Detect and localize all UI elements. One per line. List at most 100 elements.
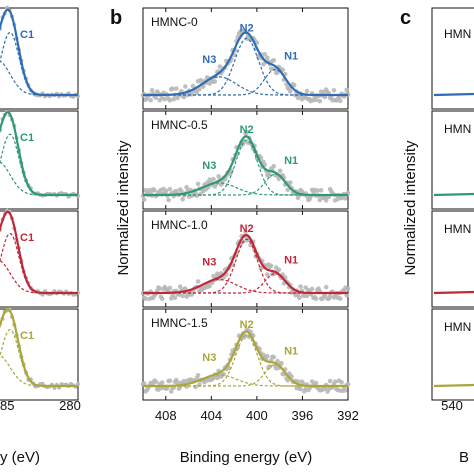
data-point (288, 89, 293, 94)
panel-c-baseline (433, 192, 474, 197)
data-point (344, 293, 350, 298)
data-point (174, 86, 179, 91)
data-point (322, 293, 328, 298)
panel-a-tick-280: 280 (59, 398, 81, 413)
data-point (168, 389, 174, 394)
data-point (288, 180, 293, 185)
component-fit (0, 232, 78, 294)
data-point (265, 272, 270, 277)
data-point (338, 296, 343, 301)
data-point (195, 279, 201, 284)
data-point (268, 66, 274, 71)
data-point (332, 379, 338, 385)
envelope-fit (0, 308, 78, 388)
envelope-fit-HMNC-0.5 (143, 135, 348, 197)
data-point (313, 380, 319, 386)
panel-c: HMN HMN HMN HMN (431, 7, 474, 401)
peak-label-N2: N2 (240, 223, 254, 235)
data-point (159, 296, 165, 302)
data-point (267, 173, 273, 178)
data-point (313, 97, 319, 103)
data-point (271, 58, 277, 63)
data-point (198, 77, 203, 83)
peak-label-C1: C1 (20, 132, 34, 144)
data-point (152, 188, 157, 193)
panel-a-frame (0, 210, 79, 308)
data-point (153, 95, 159, 100)
peak-label-N2: N2 (240, 319, 254, 331)
data-point (304, 88, 310, 94)
peak-label-N1: N1 (284, 346, 298, 358)
panel-c-ylabel: Normalized intensity (402, 140, 419, 276)
data-point (277, 168, 283, 174)
data-point (181, 94, 187, 100)
peak-label-N3: N3 (202, 160, 216, 172)
data-point (285, 187, 291, 192)
data-point (167, 378, 173, 384)
data-point (322, 386, 328, 391)
data-point (149, 88, 155, 93)
data-point (175, 380, 180, 385)
data-point (304, 293, 310, 299)
panel-b-xlabel: Binding energy (eV) (180, 449, 313, 466)
component-fit (0, 260, 78, 294)
data-point (166, 197, 171, 203)
data-point (262, 52, 268, 57)
panel-c-frame (431, 110, 474, 210)
panel-a-frame (0, 7, 79, 110)
data-point (276, 176, 282, 182)
data-point (211, 176, 216, 182)
peak-label-N1: N1 (284, 51, 298, 63)
component-fit (0, 133, 78, 196)
data-point (343, 196, 348, 201)
data-point (323, 198, 329, 203)
data-point (298, 386, 303, 392)
peak-label-N2: N2 (240, 22, 254, 34)
data-point (167, 186, 173, 192)
data-point (336, 95, 342, 100)
data-point (180, 196, 185, 202)
sample-label: HMNC-1.0 (151, 218, 208, 232)
data-point (327, 293, 333, 299)
data-point (309, 379, 315, 384)
data-point (221, 372, 226, 377)
data-point (148, 97, 153, 103)
data-point (338, 98, 343, 104)
data-point (309, 286, 315, 292)
data-point (177, 284, 183, 290)
peak-label-N3: N3 (202, 352, 216, 364)
component-fit (0, 31, 78, 96)
data-point (271, 354, 277, 360)
peak-label-C1: C1 (20, 232, 34, 244)
data-point (195, 181, 201, 187)
data-point (183, 84, 188, 89)
component-fit-N3 (143, 182, 348, 196)
panel-c-frame (431, 210, 474, 308)
data-point (172, 295, 178, 301)
peak-label-C1: C1 (20, 330, 34, 342)
data-point (327, 378, 333, 384)
data-point (268, 263, 274, 269)
data-point (244, 129, 250, 135)
panel-a-frame (0, 110, 79, 210)
data-point (193, 384, 198, 390)
x-tick-label: 400 (246, 408, 268, 423)
peak-label-N1: N1 (284, 155, 298, 167)
peak-label-N2: N2 (240, 124, 254, 136)
sample-label: HMNC-0 (151, 15, 198, 29)
component-fit (0, 60, 78, 96)
data-point (184, 184, 189, 190)
data-point (345, 286, 351, 291)
component-fit-N1 (143, 68, 348, 96)
panel-b: HMNC-0 N3 N2 N1 HMNC-0.5 N3 N2 N1 HMNC-1.0 N3 N2 N1… (140, 7, 359, 423)
panel-a-tick-85: 85 (0, 398, 14, 413)
panel-c-letter: c (400, 7, 411, 29)
data-point (179, 189, 184, 194)
component-fit-N2 (143, 139, 348, 196)
data-point (267, 364, 273, 369)
data-point (212, 79, 218, 84)
component-fit (0, 354, 78, 387)
peak-label-N3: N3 (202, 54, 216, 66)
panel-c-sample-label: HMN (444, 27, 471, 41)
